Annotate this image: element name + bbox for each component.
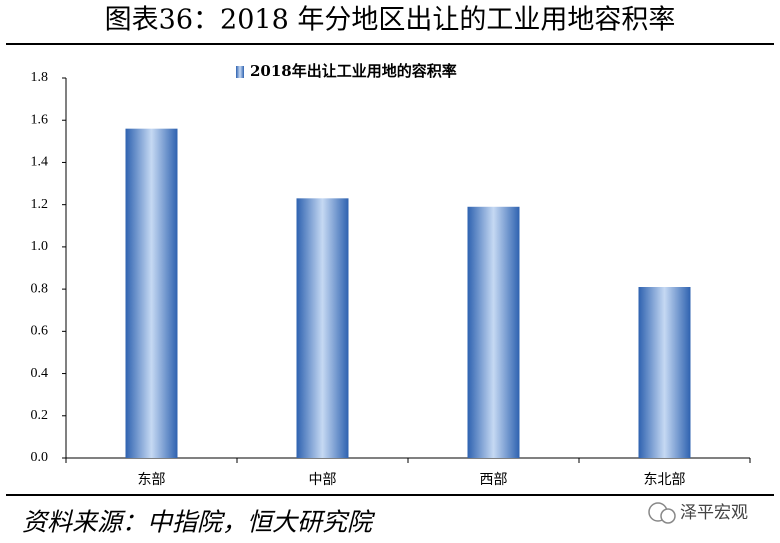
y-tick-label: 1.2 — [31, 197, 49, 212]
y-tick-label: 1.0 — [31, 239, 49, 254]
y-tick-label: 0.0 — [31, 450, 49, 465]
legend-label: 2018年出让工业用地的容积率 — [250, 62, 457, 80]
watermark-icon — [648, 502, 676, 524]
y-tick-label: 0.8 — [31, 281, 49, 296]
bar — [125, 128, 178, 458]
x-tick-label: 西部 — [480, 472, 508, 488]
bar — [638, 287, 691, 458]
x-tick-label: 东部 — [138, 472, 166, 488]
x-tick-label: 东北部 — [644, 472, 686, 488]
legend-swatch — [236, 66, 244, 78]
chart-title: 图表36：2018 年分地区出让的工业用地容积率 — [105, 5, 676, 36]
watermark: 泽平宏观 — [680, 503, 748, 523]
y-tick-label: 0.2 — [31, 408, 49, 423]
source-note: 资料来源：中指院，恒大研究院 — [22, 508, 376, 537]
y-tick-label: 1.6 — [31, 112, 49, 127]
y-tick-label: 1.8 — [31, 70, 49, 85]
bar — [296, 198, 349, 459]
bar — [467, 206, 520, 458]
y-tick-label: 1.4 — [31, 155, 49, 170]
y-tick-label: 0.6 — [31, 324, 49, 339]
y-tick-label: 0.4 — [31, 366, 49, 381]
x-tick-label: 中部 — [309, 472, 337, 488]
